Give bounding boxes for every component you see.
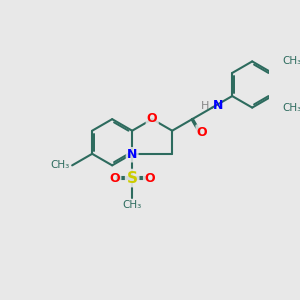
Text: N: N bbox=[213, 99, 224, 112]
Text: CH₃: CH₃ bbox=[283, 56, 300, 66]
Text: H: H bbox=[201, 101, 209, 111]
Text: CH₃: CH₃ bbox=[123, 200, 142, 210]
Text: O: O bbox=[110, 172, 120, 184]
Text: O: O bbox=[147, 112, 158, 125]
Text: O: O bbox=[144, 172, 155, 184]
Text: S: S bbox=[127, 171, 138, 186]
Text: CH₃: CH₃ bbox=[50, 160, 69, 170]
Text: O: O bbox=[197, 126, 207, 139]
Text: CH₃: CH₃ bbox=[283, 103, 300, 112]
Text: N: N bbox=[127, 148, 137, 161]
